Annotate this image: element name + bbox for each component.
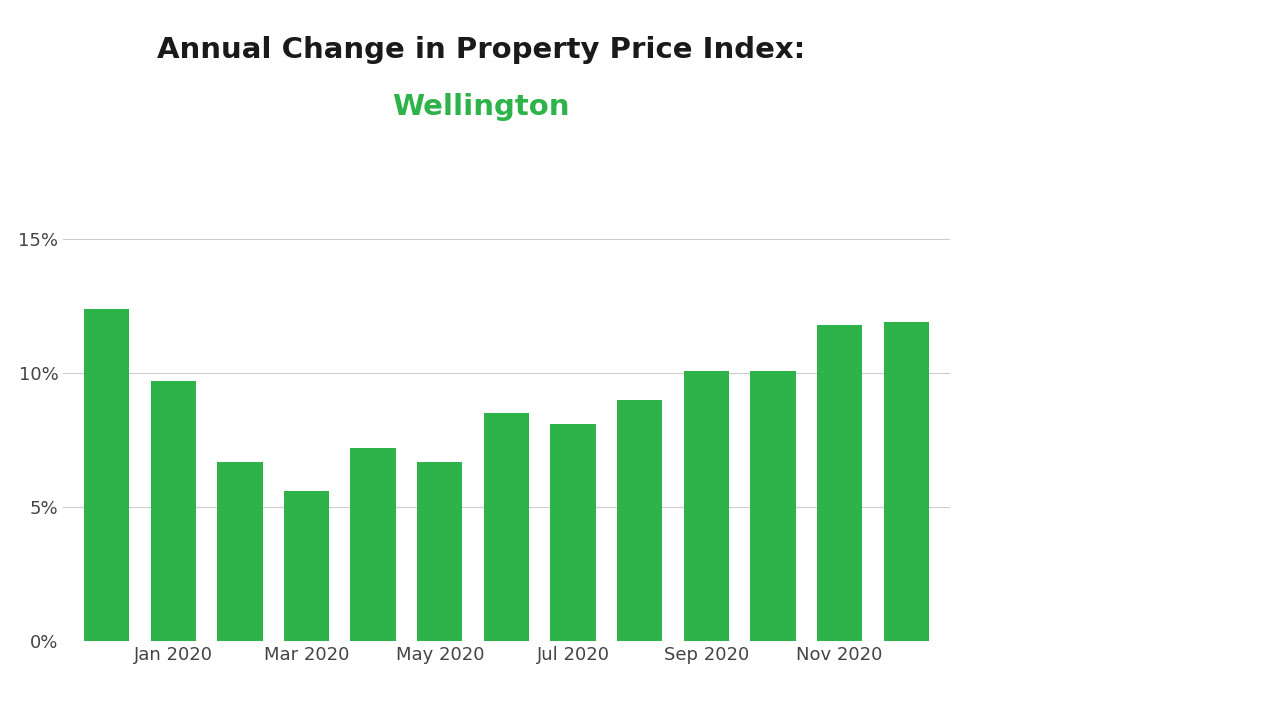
Bar (218, 461, 262, 641)
Text: trademe: trademe (1053, 610, 1104, 623)
Bar (684, 370, 729, 641)
Text: Wellington: Wellington (392, 93, 570, 121)
Text: Property prices
have increased: Property prices have increased (1024, 229, 1206, 276)
Bar (484, 414, 529, 641)
Text: Annual Change in Property Price Index:: Annual Change in Property Price Index: (157, 36, 805, 64)
Bar (817, 325, 862, 641)
Bar (284, 491, 329, 641)
Bar (751, 370, 795, 641)
Text: property: property (1022, 634, 1137, 659)
Text: 11.9%: 11.9% (1009, 313, 1222, 371)
Bar (151, 382, 196, 641)
Bar (617, 400, 662, 641)
Bar (351, 448, 396, 641)
Bar (551, 424, 596, 641)
Text: Compared to last
year: Compared to last year (1014, 411, 1217, 458)
Bar (417, 461, 462, 641)
Bar (84, 309, 129, 641)
Bar (884, 323, 929, 641)
